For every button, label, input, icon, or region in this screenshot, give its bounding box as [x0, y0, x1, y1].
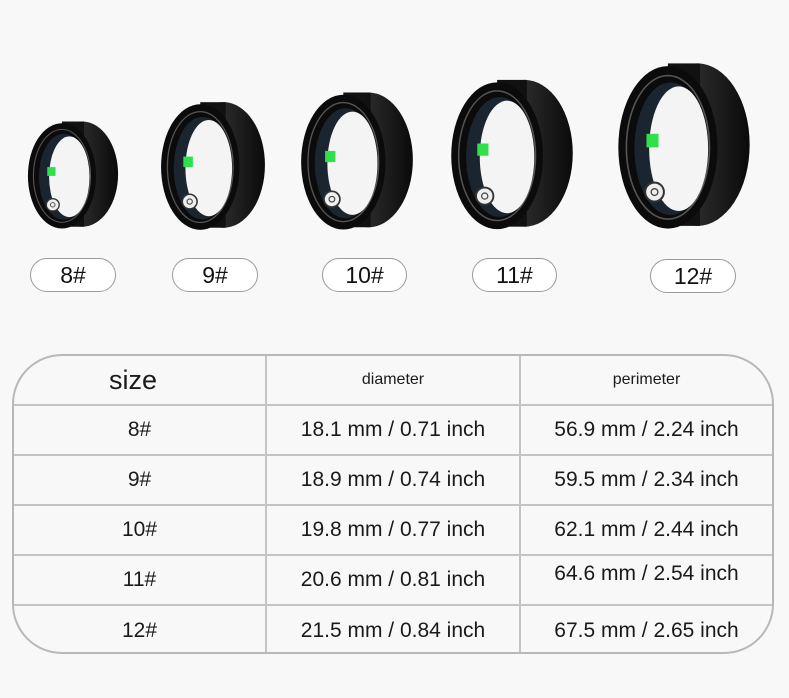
cell-perimeter: 64.6 mm / 2.54 inch	[554, 562, 739, 585]
cell-size: 10#	[14, 506, 267, 554]
ring-image-12	[618, 63, 750, 229]
ring-image-10	[301, 92, 413, 230]
table-header-row: size diameter perimeter	[14, 356, 772, 406]
header-perimeter: perimeter	[612, 371, 681, 388]
cell-diameter: 21.5 mm / 0.84 inch	[267, 606, 521, 652]
cell-size: 11#	[14, 556, 267, 604]
size-label-10: 10#	[322, 258, 407, 292]
size-label-8: 8#	[30, 258, 116, 292]
cell-size: 9#	[14, 456, 267, 504]
table-row: 8# 18.1 mm / 0.71 inch 56.9 mm / 2.24 in…	[14, 406, 772, 456]
table-row: 10# 19.8 mm / 0.77 inch 62.1 mm / 2.44 i…	[14, 506, 772, 556]
cell-size: 12#	[14, 606, 267, 652]
ring-image-9	[161, 102, 265, 230]
size-label-9: 9#	[172, 258, 258, 292]
cell-diameter: 18.1 mm / 0.71 inch	[267, 406, 521, 454]
table-row: 11# 20.6 mm / 0.81 inch 64.6 mm / 2.54 i…	[14, 556, 772, 606]
size-label-12: 12#	[650, 259, 736, 293]
size-table: size diameter perimeter 8# 18.1 mm / 0.7…	[12, 354, 774, 654]
cell-perimeter: 56.9 mm / 2.24 inch	[554, 418, 739, 441]
table-row: 12# 21.5 mm / 0.84 inch 67.5 mm / 2.65 i…	[14, 606, 772, 652]
cell-size: 8#	[14, 406, 267, 454]
header-diameter: diameter	[267, 356, 521, 404]
header-size: size	[14, 356, 267, 404]
cell-perimeter: 59.5 mm / 2.34 inch	[554, 468, 739, 491]
ring-image-8	[27, 121, 119, 229]
cell-diameter: 20.6 mm / 0.81 inch	[267, 556, 521, 604]
cell-diameter: 19.8 mm / 0.77 inch	[267, 506, 521, 554]
cell-perimeter: 67.5 mm / 2.65 inch	[554, 619, 739, 642]
ring-image-11	[451, 79, 573, 230]
cell-perimeter: 62.1 mm / 2.44 inch	[554, 518, 739, 541]
size-label-11: 11#	[472, 258, 557, 292]
table-row: 9# 18.9 mm / 0.74 inch 59.5 mm / 2.34 in…	[14, 456, 772, 506]
cell-diameter: 18.9 mm / 0.74 inch	[267, 456, 521, 504]
